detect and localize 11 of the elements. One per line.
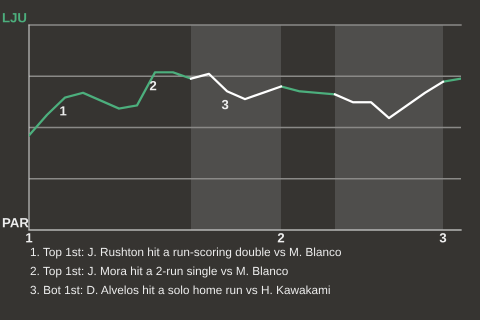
x-tick-label: 1 bbox=[26, 233, 32, 242]
annotation: 1 bbox=[60, 106, 66, 116]
x-tick-label: 3 bbox=[440, 233, 446, 242]
text: 1. Top 1st: J. Rushton hit a run-scoring double vs M. Blanco bbox=[30, 247, 341, 259]
ref-line-label: LJU bbox=[2, 13, 26, 22]
annotation: 3 bbox=[222, 100, 228, 110]
text: 2. Top 1st: J. Mora hit a 2-run single vs M. Blanco bbox=[30, 266, 288, 278]
ref-line-label: PAR bbox=[2, 218, 29, 228]
text: 3. Bot 1st: D. Alvelos hit a solo home run vs H. Kawakami bbox=[30, 285, 330, 294]
annotation: 2 bbox=[150, 80, 156, 90]
x-tick-label: 2 bbox=[278, 233, 284, 242]
